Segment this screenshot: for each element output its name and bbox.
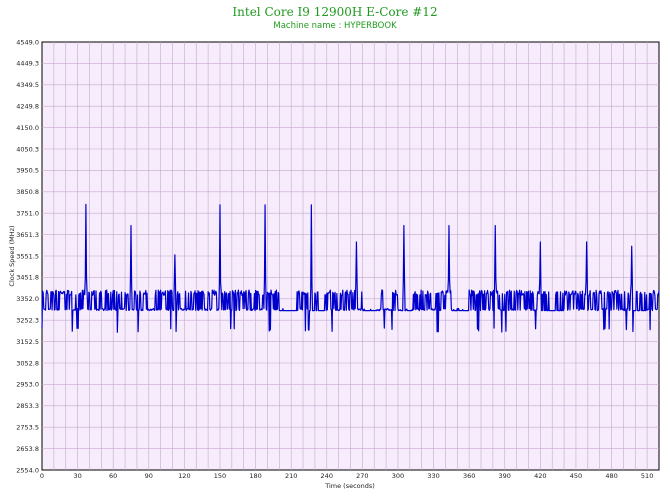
y-tick-label: 3751.0 <box>16 210 39 218</box>
y-tick-label: 4050.3 <box>16 145 39 153</box>
y-axis-label: Clock Speed (MHz) <box>8 225 16 286</box>
x-tick-label: 210 <box>285 472 297 480</box>
y-tick-label: 3651.3 <box>16 231 39 239</box>
y-tick-label: 4249.8 <box>16 102 39 110</box>
x-tick-label: 420 <box>534 472 546 480</box>
y-tick-label: 3152.5 <box>16 338 39 346</box>
y-tick-label: 2753.5 <box>16 424 39 432</box>
y-tick-label: 2653.8 <box>16 445 39 453</box>
x-tick-label: 0 <box>40 472 44 480</box>
y-tick-label: 4150.0 <box>16 124 39 132</box>
x-tick-label: 480 <box>605 472 617 480</box>
y-tick-label: 3252.3 <box>16 316 39 324</box>
x-tick-label: 360 <box>463 472 475 480</box>
horizontal-grid <box>42 63 659 449</box>
x-tick-label: 240 <box>321 472 333 480</box>
clock-speed-line <box>41 203 660 333</box>
y-tick-label: 2554.0 <box>16 466 39 474</box>
y-tick-label: 4449.3 <box>16 60 39 68</box>
y-tick-label: 3551.5 <box>16 252 39 260</box>
y-tick-label: 3451.8 <box>16 274 39 282</box>
y-tick-label: 2953.0 <box>16 381 39 389</box>
x-tick-label: 60 <box>109 472 117 480</box>
x-axis-label: Time (seconds) <box>324 482 375 490</box>
x-tick-label: 180 <box>249 472 261 480</box>
x-tick-label: 330 <box>427 472 439 480</box>
x-tick-label: 90 <box>145 472 153 480</box>
x-tick-label: 120 <box>178 472 190 480</box>
y-tick-label: 3950.5 <box>16 167 39 175</box>
y-tick-label: 3850.8 <box>16 188 39 196</box>
x-tick-label: 450 <box>570 472 582 480</box>
x-tick-label: 150 <box>214 472 226 480</box>
y-tick-label: 4549.0 <box>16 38 39 46</box>
x-tick-label: 30 <box>73 472 81 480</box>
x-tick-label: 270 <box>356 472 368 480</box>
y-axis-ticks: 2554.0 2653.8 2753.5 2853.3 2953.0 3052.8 3152… <box>16 38 39 474</box>
y-tick-label: 2853.3 <box>16 402 39 410</box>
x-axis-ticks: 0 30 60 90 120 150 180 210 240 270 300 330 360 390 420… <box>40 472 653 480</box>
y-tick-label: 3052.8 <box>16 359 39 367</box>
x-tick-label: 510 <box>641 472 653 480</box>
x-tick-label: 300 <box>392 472 404 480</box>
chart-title: Intel Core I9 12900H E-Core #12 <box>232 5 437 19</box>
chart-subtitle: Machine name : HYPERBOOK <box>273 21 397 31</box>
y-tick-label: 3352.0 <box>16 295 39 303</box>
y-tick-label: 4349.5 <box>16 81 39 89</box>
x-tick-label: 390 <box>499 472 511 480</box>
